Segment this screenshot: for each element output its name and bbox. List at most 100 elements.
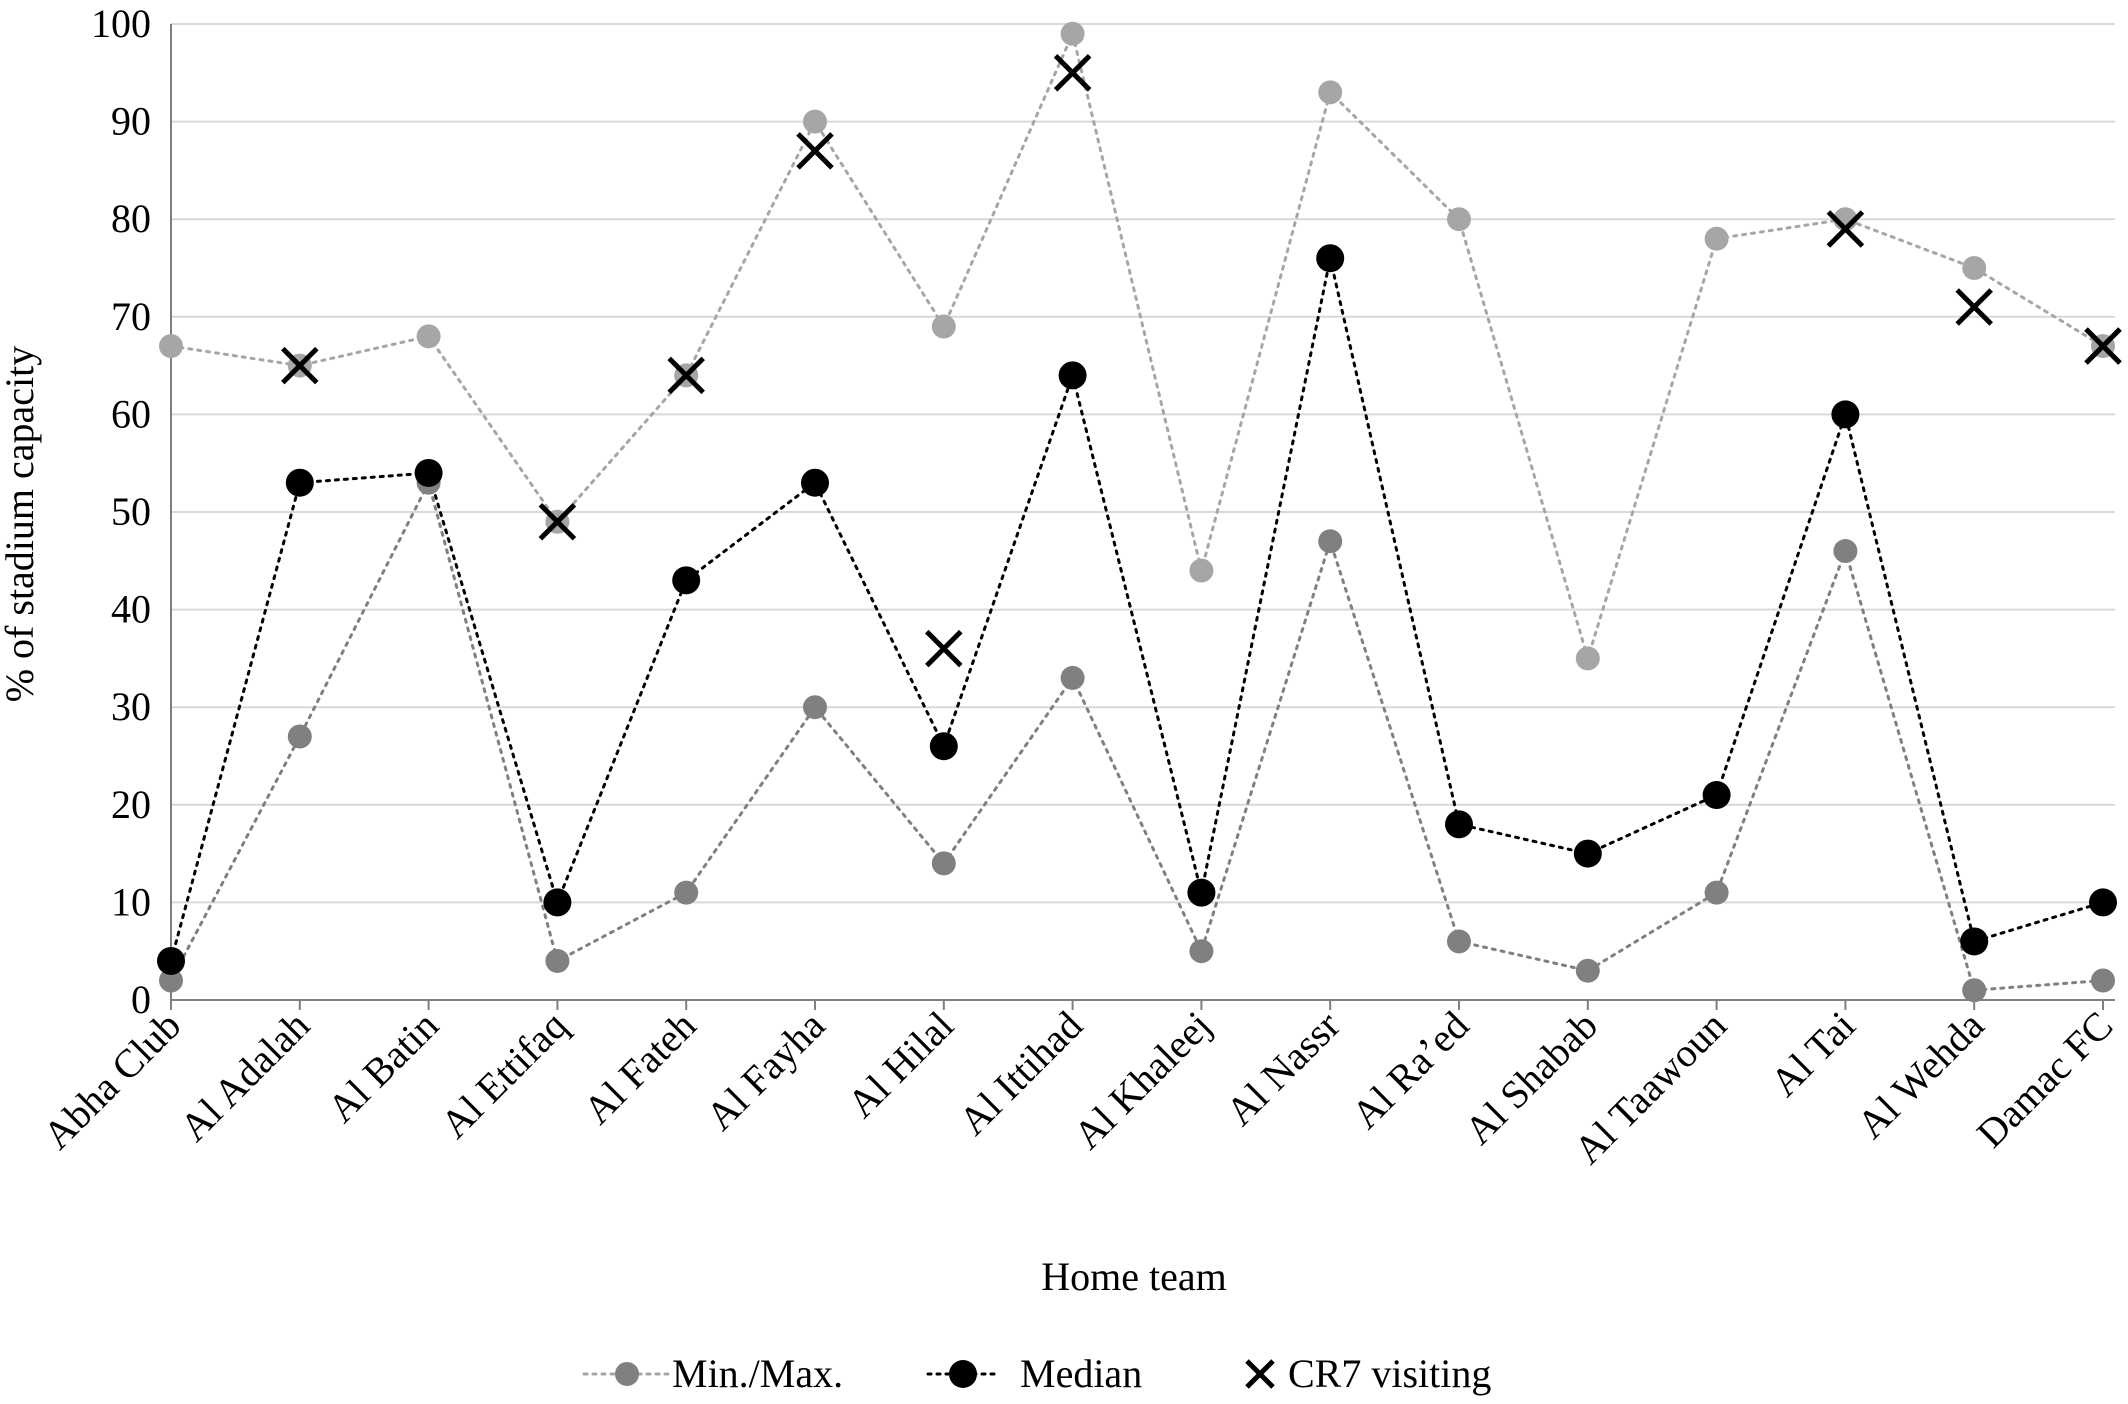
legend-item: Median (926, 1351, 1142, 1396)
x-marker-stroke (281, 346, 319, 385)
cr7-visiting-point (1053, 54, 1092, 92)
min-point (1575, 958, 1600, 983)
series-line-median (169, 257, 2105, 963)
cr7-visiting-point (538, 502, 577, 541)
min-point (1060, 665, 1085, 690)
y-tick-label: 20 (111, 782, 151, 827)
x-axis-title: Home team (1041, 1254, 1227, 1299)
y-tick-label: 50 (111, 489, 151, 534)
y-tick-label: 90 (111, 99, 151, 144)
legend-item: Min./Max. (582, 1351, 843, 1396)
median-point (1831, 400, 1860, 429)
min-point (1704, 880, 1729, 905)
x-tick-label: Al Nassr (1217, 1003, 1349, 1135)
min-point (1318, 529, 1343, 554)
x-tick-label: Al Ra’ed (1343, 1003, 1478, 1138)
y-tick-label: 10 (111, 879, 151, 924)
cr7-visiting-point (281, 346, 319, 385)
legend-label: Median (1020, 1351, 1142, 1396)
median-point (414, 458, 443, 487)
max-point (1060, 21, 1085, 46)
min-point (674, 880, 699, 905)
max-point (159, 334, 183, 359)
max-point (931, 314, 956, 339)
x-marker-stroke (796, 132, 834, 170)
y-axis-title: % of stadium capacity (0, 346, 42, 703)
y-tick-label: 30 (111, 684, 151, 729)
series-line-min (169, 478, 2105, 992)
median-point (1702, 781, 1731, 810)
median-point (1187, 878, 1216, 907)
series-line-max (169, 29, 2105, 664)
median-point (285, 468, 314, 497)
x-marker-stroke (925, 629, 963, 668)
min-point (287, 724, 312, 749)
max-point (1447, 207, 1471, 232)
cr7-visiting-point (796, 132, 834, 170)
legend-label: Min./Max. (672, 1351, 843, 1396)
legend-marker (949, 1360, 977, 1388)
median-point (543, 888, 572, 917)
median-point (157, 946, 185, 975)
median-point (801, 468, 829, 497)
x-tick-label: Al Hilal (838, 1003, 962, 1127)
min-point (1833, 539, 1858, 564)
max-point (1575, 646, 1600, 671)
x-tick-label: Al Khaleej (1065, 1003, 1220, 1158)
max-point (1189, 558, 1214, 583)
legend-x-marker (1245, 1359, 1275, 1389)
max-point (1962, 256, 1987, 280)
gridlines (171, 23, 2115, 904)
min-point (1447, 929, 1471, 954)
cr7-visiting-point (2084, 327, 2122, 365)
median-point (2089, 888, 2117, 917)
x-tick-label: Al Tai (1761, 1003, 1863, 1105)
x-tick-label: Al Fayha (697, 1002, 833, 1138)
max-point (803, 109, 827, 134)
y-tick-label: 70 (111, 294, 151, 339)
min-point (931, 851, 956, 876)
x-tick-label: Abha Club (34, 1003, 189, 1158)
x-tick-label: Al Batin (319, 1003, 447, 1131)
x-marker-stroke (538, 502, 577, 541)
min-point (1189, 939, 1214, 964)
legend: Min./Max. Median CR7 visiting (582, 1351, 1491, 1396)
x-tick-label: Al Fateh (575, 1003, 705, 1133)
median-point (1573, 839, 1602, 868)
y-tick-label: 40 (111, 587, 151, 632)
median-point (1445, 810, 1473, 839)
y-tick-label: 80 (111, 196, 151, 241)
min-point (803, 695, 827, 720)
x-marker-stroke (667, 356, 705, 395)
x-marker-stroke (1826, 210, 1865, 248)
min-point (1962, 978, 1987, 1003)
x-marker-stroke (1955, 288, 1993, 326)
cr7-visiting-point (925, 629, 963, 668)
median-point (929, 732, 958, 761)
max-point (416, 324, 441, 349)
max-point (1704, 226, 1729, 251)
median-point (1058, 361, 1087, 390)
max-point (1318, 80, 1343, 105)
legend-marker (615, 1362, 639, 1386)
legend-label: CR7 visiting (1288, 1351, 1491, 1396)
x-tick-label: Al Adalah (171, 1003, 318, 1150)
cr7-visiting-point (1955, 288, 1993, 326)
cr7-visiting-point (667, 356, 705, 395)
y-tick-label: 100 (91, 1, 151, 46)
y-tick-label: 0 (131, 977, 151, 1022)
series (157, 21, 2122, 1003)
x-marker-stroke (1053, 54, 1092, 92)
legend-item: CR7 visiting (1245, 1351, 1491, 1396)
min-point (545, 948, 570, 973)
min-point (2091, 968, 2115, 993)
x-marker-stroke (2084, 327, 2122, 365)
median-point (672, 566, 701, 595)
median-point (1960, 927, 1989, 956)
median-point (1316, 244, 1345, 273)
cr7-visiting-point (1826, 210, 1865, 248)
x-tick-label: Damac FC (1968, 1003, 2122, 1157)
